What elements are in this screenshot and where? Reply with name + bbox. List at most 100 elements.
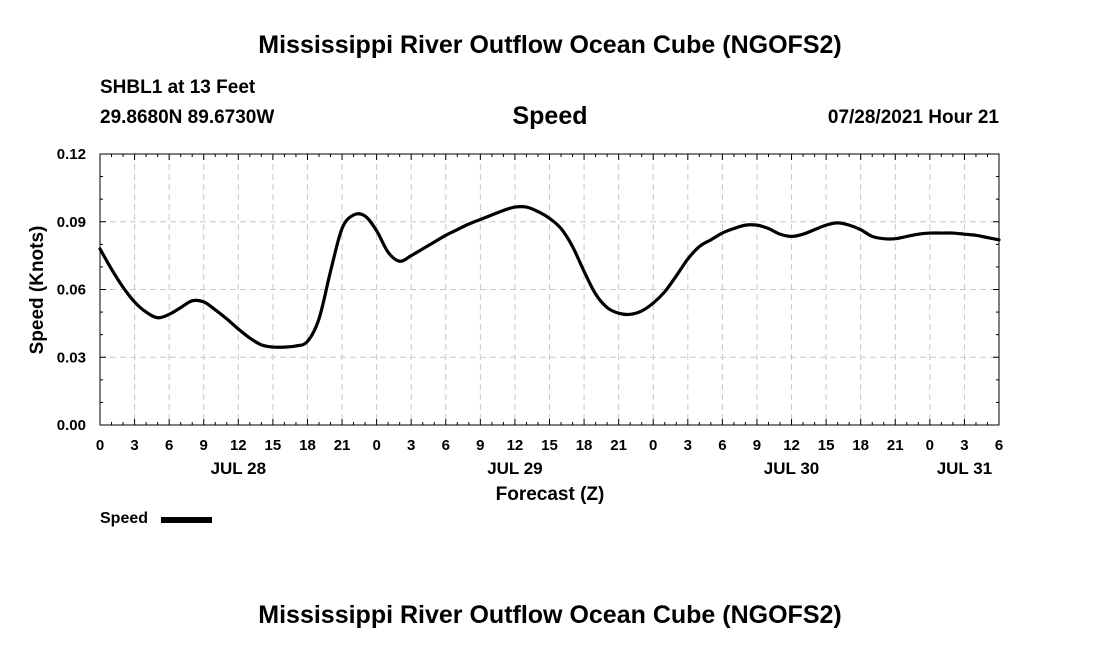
data-point xyxy=(99,248,101,250)
data-point xyxy=(352,214,355,216)
data-point xyxy=(318,318,320,320)
data-point xyxy=(491,214,493,216)
data-point xyxy=(156,316,159,319)
data-point xyxy=(767,227,770,230)
data-point xyxy=(537,210,539,213)
x-tick-label: 12 xyxy=(507,437,524,454)
data-point xyxy=(744,224,747,226)
data-point xyxy=(790,235,793,238)
data-point xyxy=(525,206,528,208)
data-point xyxy=(456,228,459,231)
data-point xyxy=(571,245,574,248)
x-date-label: JUL 31 xyxy=(937,459,992,478)
data-point xyxy=(283,346,286,348)
data-point xyxy=(479,218,482,221)
tick-marks xyxy=(99,153,1000,426)
data-point xyxy=(871,235,874,238)
data-point xyxy=(687,258,689,260)
y-tick-label: 0.12 xyxy=(57,146,86,163)
data-point xyxy=(756,224,758,226)
data-point xyxy=(836,222,839,224)
data-point xyxy=(929,232,931,234)
data-point xyxy=(502,209,505,212)
data-point xyxy=(825,224,827,226)
data-point xyxy=(214,309,217,311)
x-tick-label: 21 xyxy=(610,437,627,454)
data-point xyxy=(617,312,620,315)
x-tick-label: 9 xyxy=(200,437,208,454)
data-point xyxy=(975,234,977,237)
data-point xyxy=(560,227,562,230)
y-tick-label: 0.03 xyxy=(57,349,86,366)
data-point xyxy=(940,232,943,234)
data-point xyxy=(341,227,343,230)
data-point xyxy=(917,233,920,235)
x-tick-label: 15 xyxy=(541,437,558,454)
x-tick-label: 6 xyxy=(718,437,726,454)
data-point xyxy=(179,306,182,309)
data-point xyxy=(444,234,447,237)
data-point xyxy=(514,206,516,208)
x-tick-label: 21 xyxy=(887,437,904,454)
legend-label: Speed xyxy=(100,510,149,527)
footer-title: Mississippi River Outflow Ocean Cube (NG… xyxy=(258,601,842,629)
data-point xyxy=(191,299,194,302)
chart-title: Speed xyxy=(512,102,588,130)
y-tick-label: 0.00 xyxy=(57,417,86,434)
data-point xyxy=(779,233,781,235)
data-point xyxy=(110,268,113,270)
data-point xyxy=(986,236,989,239)
data-point xyxy=(675,275,678,277)
x-tick-label: 3 xyxy=(960,437,968,454)
data-point xyxy=(594,293,597,295)
x-date-label: JUL 28 xyxy=(211,459,266,478)
x-date-label: JUL 29 xyxy=(487,459,542,478)
x-tick-label: 0 xyxy=(649,437,657,454)
x-tick-label: 6 xyxy=(995,437,1003,454)
x-axis-title: Forecast (Z) xyxy=(496,484,605,505)
x-tick-label: 9 xyxy=(753,437,761,454)
x-tick-label: 0 xyxy=(926,437,934,454)
data-point xyxy=(848,224,850,226)
x-tick-label: 9 xyxy=(476,437,484,454)
data-point xyxy=(894,237,897,240)
data-point xyxy=(963,233,966,235)
data-point xyxy=(652,302,655,304)
data-point xyxy=(260,344,263,346)
data-point xyxy=(145,311,147,313)
data-point xyxy=(237,328,240,330)
data-point xyxy=(410,254,412,257)
x-tick-label: 18 xyxy=(576,437,593,454)
data-point xyxy=(882,237,885,240)
data-point xyxy=(433,241,436,243)
data-point xyxy=(249,337,251,339)
data-point xyxy=(583,270,585,273)
data-point xyxy=(952,232,954,234)
x-tick-label: 0 xyxy=(372,437,380,454)
data-point xyxy=(802,233,804,235)
tick-labels: 0 3 6 9 12 15 18 21 0 3 6 9 12 15 18 21 0 3 6 9 12 15 18 21 0 3 6J… xyxy=(57,146,1003,478)
x-tick-label: 0 xyxy=(96,437,104,454)
data-point xyxy=(421,248,424,250)
grid-lines xyxy=(100,154,999,425)
data-point xyxy=(295,345,297,347)
data-point xyxy=(375,229,378,232)
data-point xyxy=(468,223,470,225)
x-tick-label: 18 xyxy=(852,437,869,454)
legend-swatch xyxy=(161,517,212,523)
y-tick-label: 0.09 xyxy=(57,214,86,231)
x-date-label: JUL 30 xyxy=(764,459,819,478)
forecast-timestamp: 07/28/2021 Hour 21 xyxy=(827,107,999,128)
x-tick-label: 6 xyxy=(165,437,173,454)
x-tick-label: 15 xyxy=(265,437,282,454)
data-point xyxy=(710,239,712,241)
data-point xyxy=(272,346,274,348)
data-point xyxy=(329,270,332,273)
x-tick-label: 3 xyxy=(130,437,138,454)
data-point xyxy=(606,306,608,309)
data-point xyxy=(364,215,366,217)
x-tick-label: 15 xyxy=(818,437,835,454)
data-point xyxy=(225,318,228,320)
data-point xyxy=(663,290,666,293)
